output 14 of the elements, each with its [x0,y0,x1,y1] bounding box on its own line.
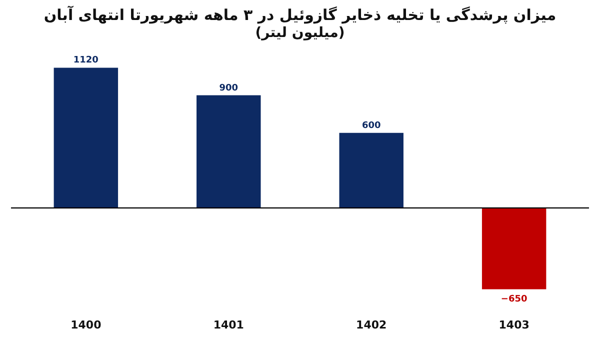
data-label: 1120 [73,56,98,66]
bar [54,68,118,208]
x-tick-label: 1400 [70,318,102,332]
data-label: 600 [362,120,381,131]
data-label: 900 [219,83,238,94]
chart-title: میزان پرشدگی یا تخلیه ذخایر گازوئیل در ۳ ماهه شهریورتا انتهای آبان [44,5,556,24]
bar [196,95,261,208]
chart-subtitle: (میلیون لیتر) [255,25,345,41]
x-tick-label: 1403 [498,318,530,332]
bar [339,132,404,208]
bar [482,208,546,290]
x-tick-label: 1401 [213,318,244,332]
x-tick-label: 1402 [356,318,387,332]
data-label: −650 [500,294,528,304]
